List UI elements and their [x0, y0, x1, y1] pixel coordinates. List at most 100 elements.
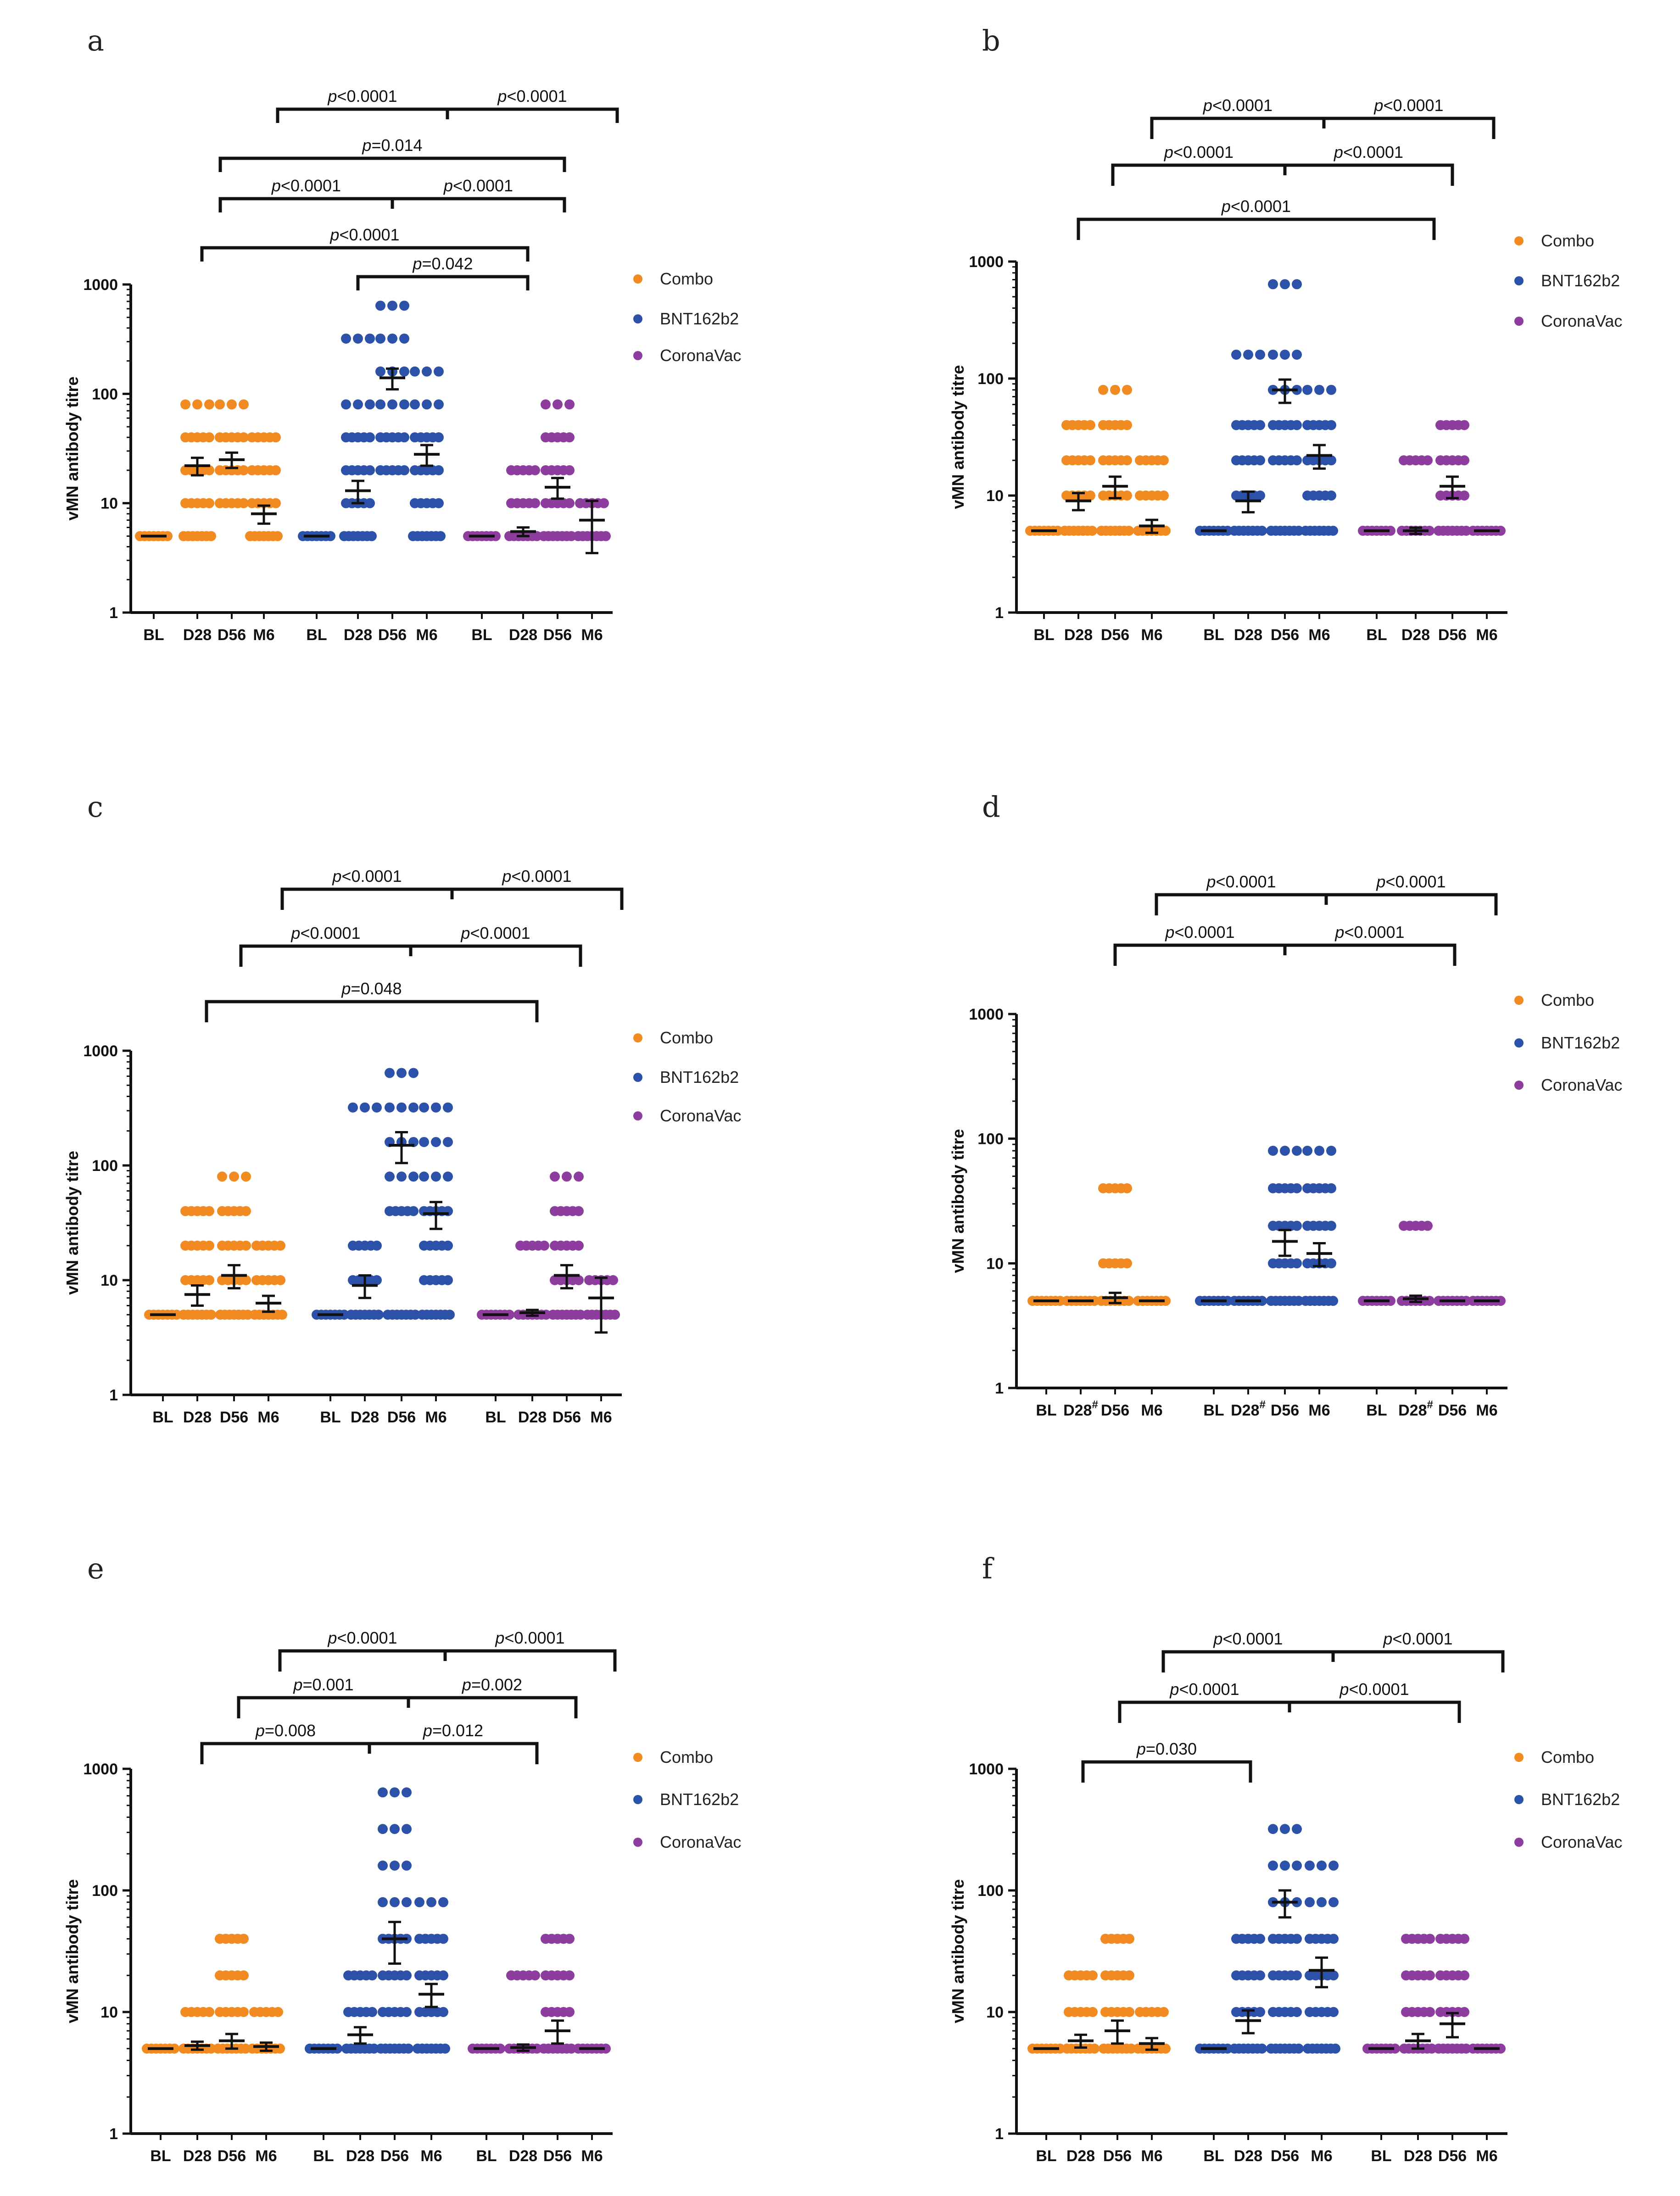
- y-tick-label: 1: [995, 2125, 1004, 2143]
- legend-marker: [633, 1033, 642, 1042]
- p-symbol: p: [443, 176, 453, 195]
- point-CoronaVac: [1459, 1970, 1469, 1981]
- point-Combo: [239, 498, 249, 508]
- point-BNT162b2: [410, 399, 420, 410]
- point-BNT162b2: [1302, 1145, 1312, 1156]
- point-Combo: [1122, 385, 1132, 395]
- panel-letter: d: [982, 790, 1000, 824]
- significance-bracket: [278, 1649, 617, 1672]
- significance-bracket: [1111, 163, 1454, 186]
- point-CoronaVac: [1385, 1296, 1395, 1306]
- point-BNT162b2: [1255, 349, 1265, 360]
- x-tick-label: D28#: [1398, 1399, 1433, 1419]
- point-BNT162b2: [408, 1206, 419, 1216]
- point-Combo: [271, 432, 281, 443]
- legend-marker: [633, 351, 642, 360]
- x-tick-label: D28: [1401, 626, 1430, 644]
- point-BNT162b2: [390, 1897, 400, 1907]
- x-tick-label: BL: [306, 626, 327, 644]
- legend-label: Combo: [660, 1748, 713, 1767]
- y-tick-label: 10: [986, 1255, 1004, 1272]
- point-Combo: [1122, 420, 1132, 430]
- y-tick-label: 1000: [969, 253, 1004, 271]
- point-BNT162b2: [426, 1897, 436, 1907]
- point-Combo: [239, 2007, 249, 2017]
- p-value: =0.042: [422, 254, 473, 273]
- panel-letter: a: [87, 24, 104, 57]
- x-tick-label: D28: [1066, 2147, 1095, 2165]
- x-tick-label: M6: [1476, 2147, 1497, 2165]
- p-value: =0.030: [1146, 1739, 1197, 1758]
- x-tick-label: M6: [590, 1409, 612, 1426]
- x-tick-label: D28: [509, 2147, 537, 2165]
- point-BNT162b2: [375, 399, 385, 410]
- point-BNT162b2: [443, 1275, 453, 1285]
- point-CoronaVac: [1385, 525, 1395, 536]
- point-BNT162b2: [1326, 490, 1336, 501]
- point-BNT162b2: [374, 1310, 384, 1320]
- point-BNT162b2: [399, 366, 409, 377]
- p-value-label: p<0.0001: [1376, 872, 1446, 891]
- x-tick-label: D56: [387, 1409, 416, 1426]
- point-BNT162b2: [1255, 1934, 1265, 1944]
- point-CoronaVac: [550, 1171, 560, 1182]
- point-CoronaVac: [1425, 1934, 1435, 1944]
- y-tick-label: 1: [109, 2125, 118, 2143]
- point-BNT162b2: [1326, 455, 1336, 466]
- point-Combo: [204, 1240, 214, 1251]
- point-BNT162b2: [438, 1970, 448, 1981]
- y-tick-label: 100: [92, 1157, 118, 1175]
- p-value: <0.0001: [1343, 143, 1403, 162]
- point-BNT162b2: [402, 1824, 412, 1834]
- x-tick-label: BL: [1203, 2147, 1224, 2165]
- p-value: <0.0001: [1216, 872, 1276, 891]
- y-tick-label: 1: [109, 604, 118, 622]
- x-tick-label: D28#: [1063, 1399, 1098, 1419]
- x-tick-label: M6: [1141, 2147, 1162, 2165]
- point-Combo: [192, 399, 202, 410]
- point-BNT162b2: [419, 1102, 429, 1113]
- panel-letter: c: [87, 790, 103, 824]
- point-BNT162b2: [1268, 1824, 1278, 1834]
- legend-marker: [633, 314, 642, 323]
- x-tick-label: M6: [257, 1409, 279, 1426]
- point-BNT162b2: [408, 1068, 419, 1078]
- point-BNT162b2: [1328, 1860, 1339, 1871]
- point-Combo: [241, 1240, 251, 1251]
- point-BNT162b2: [440, 2043, 450, 2054]
- point-BNT162b2: [390, 1787, 400, 1798]
- point-BNT162b2: [387, 333, 397, 344]
- panel-b: b 1 10 100 1000 vMN antibody titre BL D28 D56 M6 B…: [949, 24, 1622, 644]
- point-BNT162b2: [372, 1102, 382, 1113]
- point-BNT162b2: [1292, 1145, 1302, 1156]
- point-BNT162b2: [1280, 1860, 1290, 1871]
- point-BNT162b2: [1328, 1897, 1339, 1907]
- legend-label: Combo: [660, 269, 713, 288]
- point-CoronaVac: [562, 1171, 572, 1182]
- point-BNT162b2: [408, 1171, 419, 1182]
- p-value: <0.0001: [1222, 1629, 1283, 1648]
- point-BNT162b2: [431, 1102, 441, 1113]
- p-symbol: p: [1373, 96, 1383, 115]
- point-BNT162b2: [1328, 525, 1338, 536]
- y-tick-label: 10: [100, 1272, 118, 1289]
- point-BNT162b2: [1326, 1221, 1336, 1231]
- x-tick-label: D56: [1101, 626, 1129, 644]
- point-BNT162b2: [1257, 525, 1267, 536]
- significance-bracket: [205, 1000, 539, 1022]
- point-BNT162b2: [365, 498, 375, 508]
- p-value: <0.0001: [1179, 1680, 1239, 1699]
- x-tick-label: D56: [1101, 1402, 1129, 1419]
- x-tick-label: D28: [1234, 2147, 1262, 2165]
- y-tick-label: 10: [986, 487, 1004, 505]
- p-value: =0.002: [471, 1675, 522, 1694]
- p-value: <0.0001: [339, 225, 399, 244]
- point-BNT162b2: [410, 366, 420, 377]
- legend-marker: [633, 274, 642, 284]
- legend-marker: [1514, 1081, 1524, 1090]
- p-value: =0.014: [371, 136, 422, 155]
- point-BNT162b2: [1255, 2007, 1265, 2017]
- point-Combo: [275, 1240, 285, 1251]
- p-value-label: p=0.001: [293, 1675, 353, 1694]
